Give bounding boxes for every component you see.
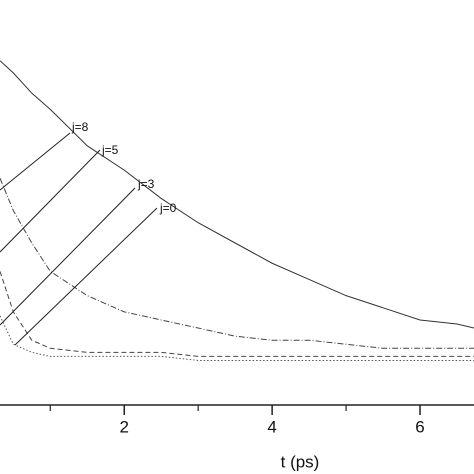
annotation: j=3 xyxy=(137,177,155,191)
x-tick-label: 4 xyxy=(267,417,276,436)
annotation: j=5 xyxy=(101,143,119,157)
annotation: j=0 xyxy=(159,201,177,215)
annotation-pointer xyxy=(0,149,101,253)
x-tick-label: 6 xyxy=(415,417,424,436)
annotation-pointer xyxy=(14,207,158,346)
annotation-pointer xyxy=(0,187,136,326)
line xyxy=(0,60,474,329)
annotation: j=8 xyxy=(71,120,89,134)
annotation-pointer xyxy=(0,132,71,191)
line xyxy=(0,178,474,349)
x-axis-label: t (ps) xyxy=(281,452,320,471)
line xyxy=(0,315,474,361)
line xyxy=(0,271,474,357)
x-tick-label: 2 xyxy=(119,417,128,436)
